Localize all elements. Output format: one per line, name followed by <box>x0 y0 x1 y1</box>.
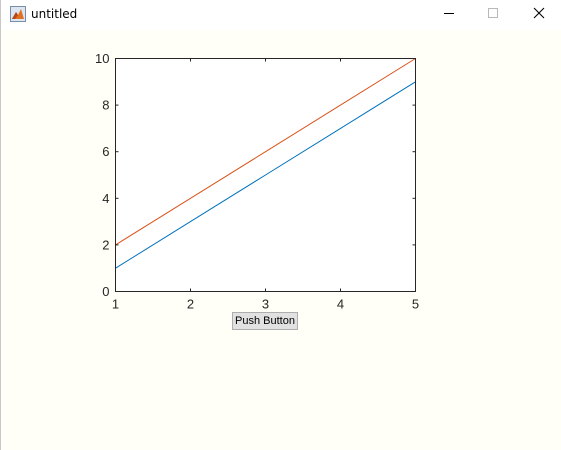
y-tick-labels: 0 2 4 6 8 10 <box>95 51 109 299</box>
window-title: untitled <box>31 7 78 21</box>
minimize-button[interactable] <box>426 0 472 30</box>
series-line-2 <box>115 58 416 246</box>
y-tick-label: 2 <box>102 237 109 252</box>
x-tick-label: 4 <box>337 297 344 312</box>
x-tick-label: 1 <box>112 297 119 312</box>
x-tick-label: 3 <box>262 297 269 312</box>
y-tick-label: 0 <box>102 284 109 299</box>
x-tick-labels: 1 2 3 4 5 <box>112 297 419 312</box>
maximize-icon <box>487 6 499 24</box>
close-icon <box>533 6 545 24</box>
x-tick-label: 5 <box>412 297 419 312</box>
y-tick-label: 6 <box>102 144 109 159</box>
series-line-1 <box>115 81 416 269</box>
y-tick-label: 10 <box>95 51 109 66</box>
title-bar[interactable]: untitled <box>1 0 561 30</box>
axis-ticks <box>115 58 416 292</box>
matlab-figure-icon <box>10 6 26 22</box>
axes-background <box>115 58 415 291</box>
plot-lines <box>115 58 416 269</box>
push-button[interactable]: Push Button <box>232 312 298 330</box>
maximize-button[interactable] <box>470 0 516 30</box>
y-tick-label: 8 <box>102 98 109 113</box>
close-button[interactable] <box>516 0 561 30</box>
y-tick-label: 4 <box>102 191 109 206</box>
x-tick-label: 2 <box>187 297 194 312</box>
minimize-icon <box>443 6 455 24</box>
